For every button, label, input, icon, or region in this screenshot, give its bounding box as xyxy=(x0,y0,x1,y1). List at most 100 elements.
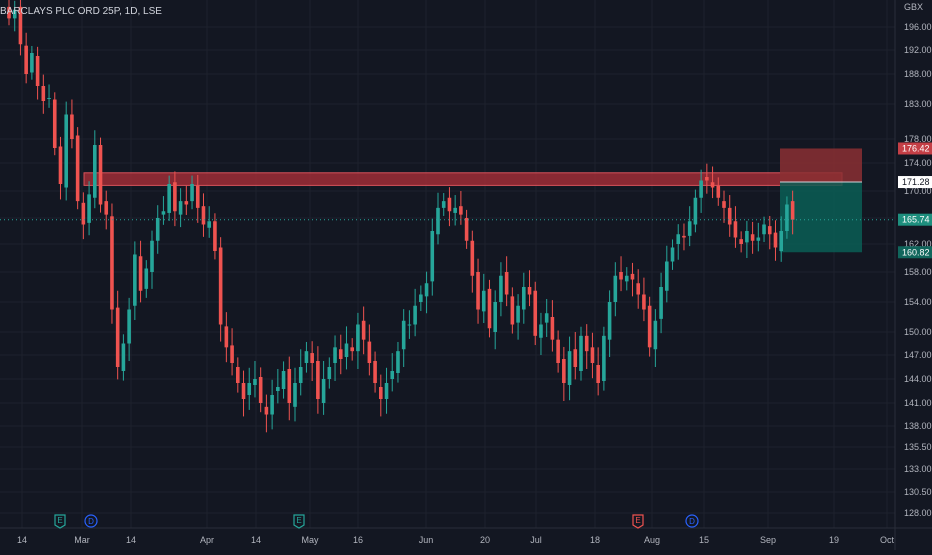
candle[interactable] xyxy=(247,367,252,410)
candle[interactable] xyxy=(453,195,457,226)
candle[interactable] xyxy=(613,262,618,317)
symbol-title[interactable]: BARCLAYS PLC ORD 25P, 1D, LSE xyxy=(0,6,162,17)
candle[interactable] xyxy=(756,222,761,252)
candle[interactable] xyxy=(201,193,206,237)
candle[interactable] xyxy=(624,267,629,291)
candle[interactable] xyxy=(767,215,772,250)
candle[interactable] xyxy=(184,185,189,215)
candle[interactable] xyxy=(750,221,755,254)
candle[interactable] xyxy=(144,260,149,298)
candle[interactable] xyxy=(619,256,623,292)
candle[interactable] xyxy=(344,326,349,370)
candle[interactable] xyxy=(607,290,612,357)
candle[interactable] xyxy=(155,205,160,254)
candle[interactable] xyxy=(367,324,372,376)
candle[interactable] xyxy=(790,190,795,235)
earnings-marker[interactable]: E xyxy=(293,514,305,529)
candle[interactable] xyxy=(470,230,475,293)
earnings-marker[interactable]: E xyxy=(54,514,66,529)
candle[interactable] xyxy=(419,285,423,312)
candle[interactable] xyxy=(762,216,766,243)
candle[interactable] xyxy=(327,357,332,389)
candle[interactable] xyxy=(773,220,778,261)
candle[interactable] xyxy=(373,351,377,393)
dividend-marker[interactable]: D xyxy=(84,514,98,528)
candle[interactable] xyxy=(35,46,40,100)
candle[interactable] xyxy=(516,294,520,340)
candle[interactable] xyxy=(224,312,229,363)
candle[interactable] xyxy=(481,273,486,323)
candle[interactable] xyxy=(785,196,789,239)
candle[interactable] xyxy=(276,369,280,404)
candle[interactable] xyxy=(161,196,166,225)
candle[interactable] xyxy=(602,326,606,391)
candle[interactable] xyxy=(58,136,63,200)
candle[interactable] xyxy=(253,361,257,398)
candle[interactable] xyxy=(539,312,543,355)
candle[interactable] xyxy=(739,231,743,253)
candle[interactable] xyxy=(413,288,417,337)
candle[interactable] xyxy=(70,99,74,149)
candle[interactable] xyxy=(556,330,560,373)
candle[interactable] xyxy=(596,347,600,396)
candle[interactable] xyxy=(522,272,526,324)
candle[interactable] xyxy=(213,213,217,260)
candle[interactable] xyxy=(264,394,269,433)
candle[interactable] xyxy=(150,230,154,289)
candle[interactable] xyxy=(104,190,109,230)
candle[interactable] xyxy=(407,310,412,339)
candle[interactable] xyxy=(310,341,314,381)
candle[interactable] xyxy=(24,32,28,84)
candle[interactable] xyxy=(361,306,366,355)
candle[interactable] xyxy=(733,206,738,248)
candles-layer[interactable] xyxy=(7,0,795,433)
candle[interactable] xyxy=(573,332,578,380)
candle[interactable] xyxy=(493,290,497,350)
candle[interactable] xyxy=(138,240,143,303)
candle[interactable] xyxy=(705,163,709,194)
candle[interactable] xyxy=(236,357,240,393)
candle[interactable] xyxy=(441,193,446,216)
candle[interactable] xyxy=(727,195,732,237)
candle[interactable] xyxy=(18,0,23,56)
candle[interactable] xyxy=(533,281,538,346)
candle[interactable] xyxy=(579,326,583,381)
candle[interactable] xyxy=(321,361,326,415)
candle[interactable] xyxy=(699,169,703,213)
candle[interactable] xyxy=(133,241,137,320)
candle[interactable] xyxy=(584,324,589,369)
candle[interactable] xyxy=(396,341,400,383)
candle[interactable] xyxy=(504,256,509,307)
candle[interactable] xyxy=(7,0,11,26)
candle[interactable] xyxy=(178,188,183,228)
candle[interactable] xyxy=(665,245,669,303)
candle[interactable] xyxy=(562,346,566,401)
stop-loss-zone[interactable] xyxy=(780,148,862,183)
candle[interactable] xyxy=(167,175,171,221)
candle[interactable] xyxy=(659,272,663,334)
candle[interactable] xyxy=(230,328,234,376)
candle[interactable] xyxy=(653,309,658,367)
candle[interactable] xyxy=(75,127,80,210)
candle[interactable] xyxy=(527,270,532,307)
candle[interactable] xyxy=(270,379,274,430)
candle[interactable] xyxy=(87,181,91,236)
candle[interactable] xyxy=(64,101,68,201)
candle[interactable] xyxy=(81,192,86,240)
time-axis[interactable]: 14 Mar 14 Apr 14 May 16 Jun 20 Jul 18 Aug 15 Sep 19 Oct xyxy=(0,527,932,545)
candle[interactable] xyxy=(258,367,263,413)
candle[interactable] xyxy=(544,299,549,337)
candle[interactable] xyxy=(287,356,292,421)
candle[interactable] xyxy=(682,223,686,251)
candle[interactable] xyxy=(190,175,194,210)
candle[interactable] xyxy=(12,0,17,32)
earnings-marker[interactable]: E xyxy=(632,514,644,529)
candle[interactable] xyxy=(499,262,503,317)
candle[interactable] xyxy=(293,367,297,422)
candle[interactable] xyxy=(567,336,572,401)
candle[interactable] xyxy=(436,192,440,245)
candle[interactable] xyxy=(510,287,515,334)
candle[interactable] xyxy=(424,271,429,314)
candle[interactable] xyxy=(121,334,126,381)
candle[interactable] xyxy=(384,367,389,414)
